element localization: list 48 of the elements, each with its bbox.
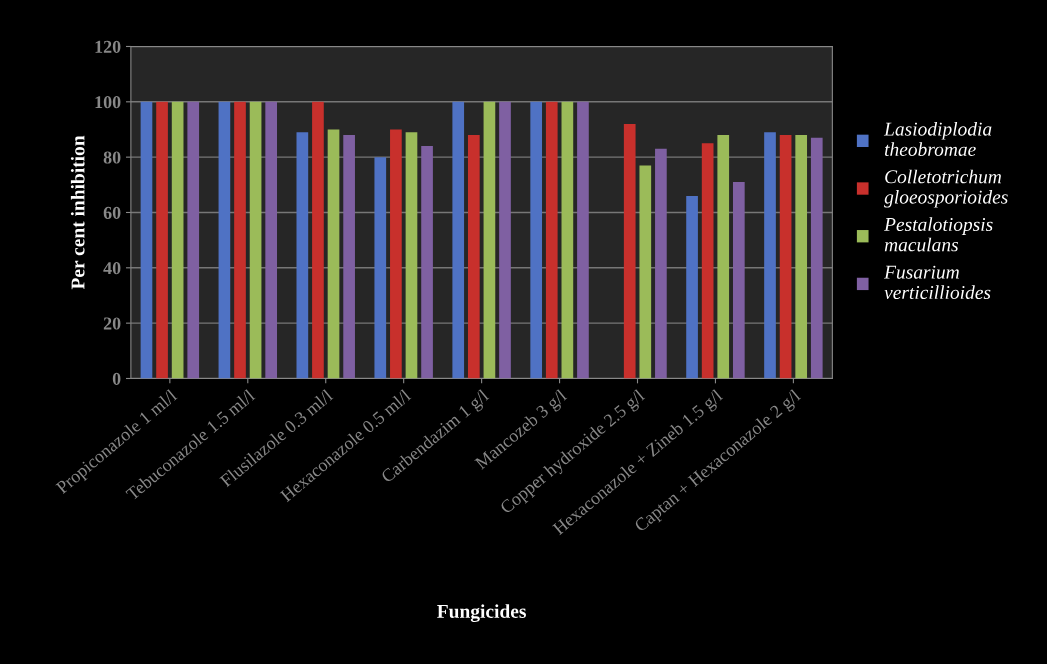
bar	[499, 101, 511, 379]
y-tick-label: 100	[95, 96, 121, 109]
bar	[156, 101, 168, 379]
bar	[405, 132, 418, 379]
bar	[452, 101, 465, 379]
legend-label: Lasiodiplodia theobromae	[883, 121, 992, 156]
bar	[545, 101, 558, 379]
y-tick-label: 40	[103, 262, 121, 275]
bar	[265, 101, 278, 379]
bar	[577, 101, 589, 379]
legend-label: Colletotrichum gloeosporioides	[884, 169, 1008, 208]
bar	[421, 146, 433, 379]
bar	[530, 101, 543, 379]
y-tick-label: 120	[95, 40, 121, 53]
bar	[467, 135, 480, 379]
bar	[171, 101, 184, 379]
y-tick-label: 0	[112, 372, 121, 385]
bar	[795, 135, 808, 379]
bar	[483, 101, 496, 379]
bar	[701, 143, 714, 379]
bar	[623, 123, 636, 379]
x-axis-title: Fungicides	[437, 604, 526, 623]
bar	[343, 135, 355, 379]
bar	[218, 101, 231, 379]
y-axis-title: Per cent inhibition	[70, 135, 85, 290]
bar	[312, 101, 324, 379]
bar	[764, 132, 776, 379]
bar	[187, 101, 200, 379]
y-tick-label: 60	[103, 206, 121, 219]
bar	[779, 135, 792, 379]
bar	[234, 101, 246, 379]
bar	[810, 137, 823, 379]
bar	[561, 101, 574, 379]
bar	[655, 148, 667, 379]
legend-label: Pestalotiopsis maculans	[884, 217, 993, 252]
bar	[639, 165, 652, 379]
bar	[249, 101, 262, 379]
bar	[140, 101, 153, 379]
bar	[374, 157, 387, 379]
y-tick-label: 80	[103, 151, 121, 164]
bar	[686, 195, 698, 379]
bar	[732, 182, 745, 379]
bar	[296, 132, 309, 379]
bar	[327, 129, 340, 379]
bar	[717, 135, 730, 379]
bar	[390, 129, 402, 379]
legend-label: Fusarium verticillioides	[884, 265, 991, 300]
y-tick-label: 20	[103, 317, 121, 330]
